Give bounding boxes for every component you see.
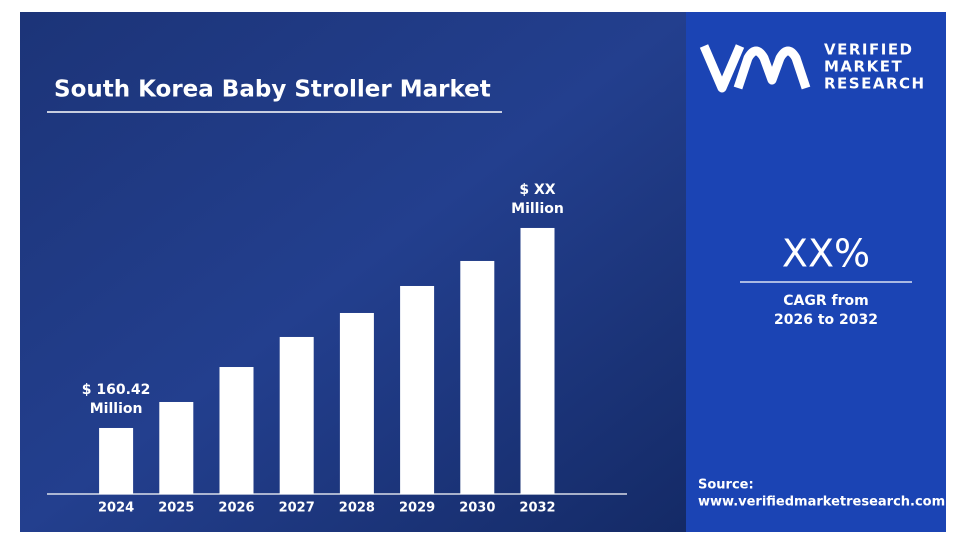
x-tick-label: 2024 <box>98 501 134 516</box>
source-url: www.verifiedmarketresearch.com <box>698 495 945 510</box>
x-tick-label: 2025 <box>158 501 194 516</box>
bar <box>279 336 314 494</box>
x-tick-label: 2029 <box>399 501 435 516</box>
logo-text: MARKET <box>824 58 903 76</box>
logo: VERIFIED MARKET RESEARCH <box>699 41 926 93</box>
bar <box>460 260 495 494</box>
x-tick-label: 2032 <box>519 501 555 516</box>
bar <box>400 285 435 494</box>
source-label: Source: <box>698 478 754 493</box>
cagr-label: CAGR from <box>783 293 868 309</box>
bar <box>159 401 194 494</box>
cagr-label: 2026 to 2032 <box>774 312 878 328</box>
bar <box>219 367 254 494</box>
chart-title: South Korea Baby Stroller Market <box>54 77 491 103</box>
logo-text: VERIFIED <box>824 41 914 59</box>
bar <box>520 227 555 494</box>
x-tick-label: 2027 <box>279 501 315 516</box>
x-tick-label: 2026 <box>218 501 254 516</box>
logo-mark <box>699 44 811 93</box>
side-panel <box>686 12 946 532</box>
x-tick-label: 2028 <box>339 501 375 516</box>
bar <box>339 312 374 494</box>
data-label: $ 160.42 Million <box>82 382 151 417</box>
logo-text: RESEARCH <box>824 75 926 93</box>
data-label: $ XX Million <box>511 182 564 217</box>
bar <box>99 427 134 494</box>
x-tick-label: 2030 <box>459 501 495 516</box>
cagr-value: XX% <box>782 232 870 276</box>
